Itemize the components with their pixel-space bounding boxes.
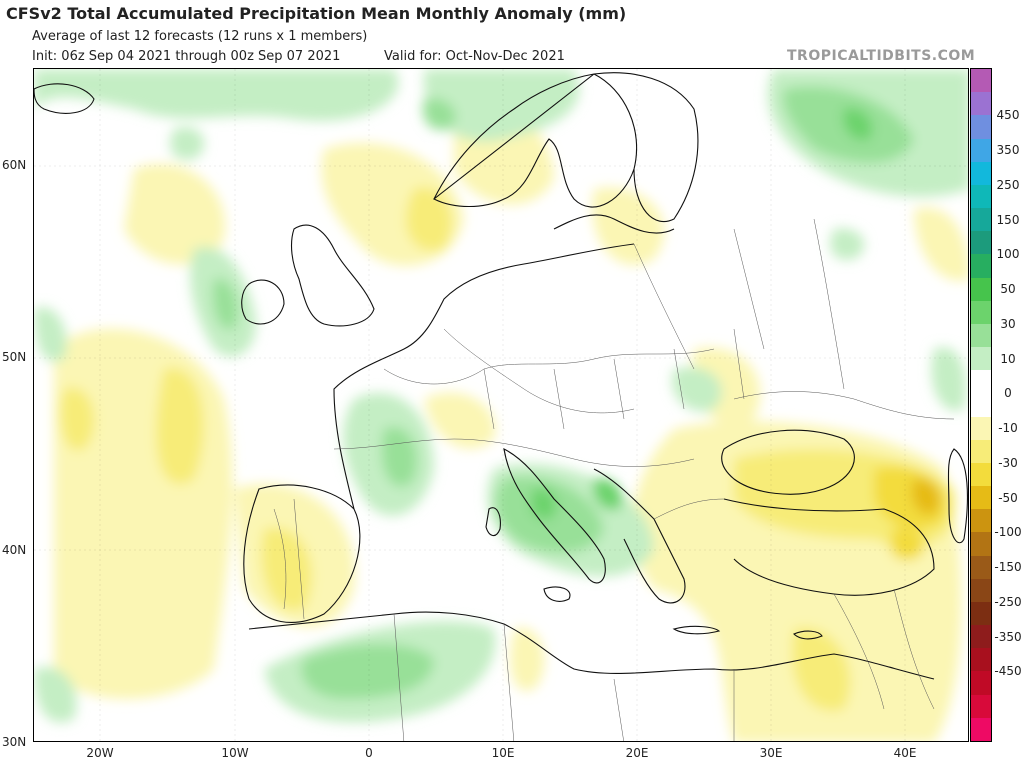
- colorbar-tick-label: 350: [996, 143, 1020, 158]
- colorbar-swatch: [971, 161, 991, 185]
- colorbar-swatch: [971, 115, 991, 139]
- colorbar-swatch: [971, 184, 991, 209]
- lon-label-10e: 10E: [491, 746, 515, 760]
- colorbar-tick-label: -150: [994, 560, 1022, 575]
- colorbar-swatch: [971, 69, 991, 93]
- colorbar-swatch: [971, 208, 991, 232]
- colorbar-swatch: [971, 717, 991, 741]
- colorbar-tick-label: 450: [996, 108, 1020, 123]
- colorbar-tick-label: 100: [996, 247, 1020, 262]
- init-time: Init: 06z Sep 04 2021 through 00z Sep 07…: [32, 49, 341, 64]
- valid-period: Valid for: Oct-Nov-Dec 2021: [384, 49, 565, 64]
- lon-label-20e: 20E: [625, 746, 649, 760]
- colorbar-tick-label: -250: [994, 594, 1022, 609]
- colorbar-swatch: [971, 439, 991, 463]
- colorbar-tick-label: -50: [998, 490, 1018, 505]
- map-subtitle: Average of last 12 forecasts (12 runs x …: [32, 29, 368, 44]
- borders: [273, 218, 955, 741]
- colorbar-swatch: [971, 601, 991, 626]
- colorbar-tick-label: 10: [1000, 351, 1016, 366]
- colorbar-swatch: [971, 277, 991, 301]
- colorbar-tick-label: 250: [996, 177, 1020, 192]
- colorbar: [970, 68, 992, 742]
- colorbar-swatch: [971, 509, 991, 533]
- colorbar-swatch: [971, 578, 991, 602]
- coastlines: [34, 72, 968, 680]
- colorbar-tick-label: 50: [1000, 282, 1016, 297]
- colorbar-swatch: [971, 694, 991, 718]
- colorbar-swatch: [971, 555, 991, 579]
- colorbar-swatch: [971, 416, 991, 440]
- colorbar-tick-label: -10: [998, 421, 1018, 436]
- colorbar-swatch: [971, 370, 991, 394]
- colorbar-tick-label: 30: [1000, 316, 1016, 331]
- lon-label-10w: 10W: [221, 746, 249, 760]
- colorbar-swatch: [971, 300, 991, 324]
- colorbar-tick-label: -100: [994, 525, 1022, 540]
- lon-label-20w: 20W: [86, 746, 114, 760]
- colorbar-tick-label: -30: [998, 455, 1018, 470]
- lat-label-50n: 50N: [2, 350, 27, 364]
- colorbar-swatch: [971, 231, 991, 255]
- gridlines: [34, 69, 968, 741]
- colorbar-swatch: [971, 648, 991, 672]
- colorbar-swatch: [971, 323, 991, 348]
- lon-label-0: 0: [365, 746, 373, 760]
- colorbar-swatch: [971, 671, 991, 695]
- lat-label-40n: 40N: [2, 543, 27, 557]
- colorbar-swatch: [971, 254, 991, 278]
- anomaly-map: [33, 68, 969, 742]
- colorbar-swatch: [971, 486, 991, 510]
- colorbar-swatch: [971, 393, 991, 417]
- lon-label-30e: 30E: [759, 746, 783, 760]
- lat-label-60n: 60N: [2, 158, 27, 172]
- colorbar-swatch: [971, 92, 991, 116]
- anomaly-fields: [34, 69, 968, 741]
- colorbar-swatch: [971, 462, 991, 487]
- colorbar-swatch: [971, 138, 991, 162]
- colorbar-swatch: [971, 532, 991, 556]
- map-canvas: [34, 69, 968, 741]
- lon-label-40e: 40E: [893, 746, 917, 760]
- colorbar-tick-label: -450: [994, 664, 1022, 679]
- colorbar-tick-label: 0: [1004, 386, 1012, 401]
- map-title: CFSv2 Total Accumulated Precipitation Me…: [6, 4, 627, 23]
- brand-watermark: TROPICALTIDBITS.COM: [787, 48, 976, 64]
- colorbar-swatch: [971, 347, 991, 371]
- lat-label-30n: 30N: [2, 735, 27, 749]
- colorbar-swatch: [971, 625, 991, 649]
- colorbar-tick-label: -350: [994, 629, 1022, 644]
- colorbar-tick-label: 150: [996, 212, 1020, 227]
